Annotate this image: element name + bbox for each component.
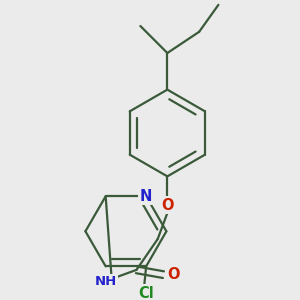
Text: N: N <box>140 189 152 204</box>
Text: Cl: Cl <box>138 286 154 300</box>
Text: O: O <box>167 267 179 282</box>
Text: O: O <box>161 198 174 213</box>
Text: NH: NH <box>94 275 117 288</box>
